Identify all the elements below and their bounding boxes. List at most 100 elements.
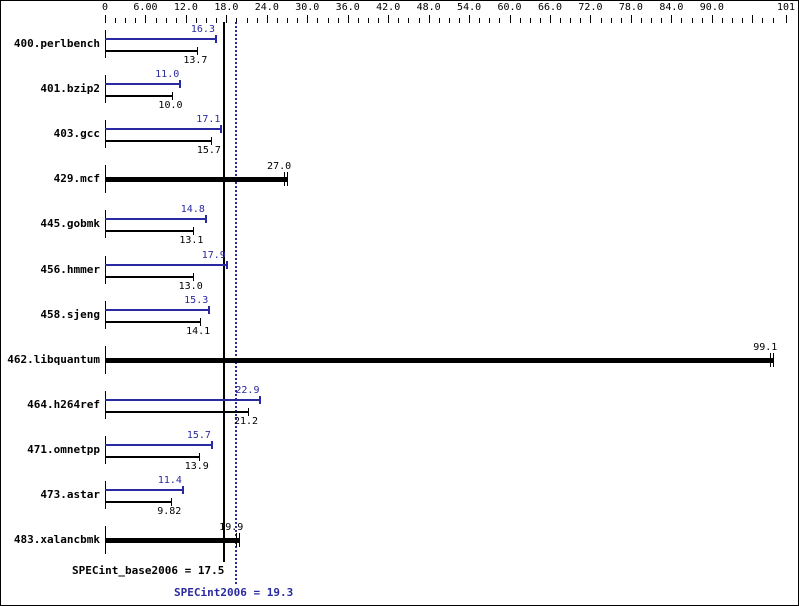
benchmark-label: 462.libquantum — [7, 353, 100, 366]
base-cap — [199, 453, 200, 461]
benchmark-label: 429.mcf — [53, 172, 100, 185]
x-tick — [601, 18, 602, 23]
x-tick-label: 84.0 — [659, 2, 684, 13]
peak-cap — [226, 261, 228, 269]
base-bar — [105, 230, 194, 232]
x-tick-label: 48.0 — [416, 2, 441, 13]
x-tick — [348, 15, 349, 23]
base-value-label: 14.1 — [186, 326, 211, 337]
peak-bar — [105, 399, 260, 401]
base-value-label: 21.2 — [233, 416, 259, 427]
x-tick-label: 0 — [101, 2, 109, 13]
x-tick — [692, 18, 693, 23]
benchmark-label: 456.hmmer — [40, 263, 100, 276]
peak-value-label: 14.8 — [180, 204, 205, 215]
base-value-label: 9.82 — [157, 506, 182, 517]
combined-bar — [105, 358, 774, 363]
row-axis — [105, 30, 106, 58]
x-tick — [226, 15, 227, 23]
combined-value-label: 19.9 — [219, 522, 244, 533]
benchmark-label: 471.omnetpp — [27, 443, 100, 456]
x-tick — [681, 18, 682, 23]
x-tick — [378, 18, 379, 23]
x-tick — [611, 18, 612, 23]
x-tick — [105, 15, 106, 23]
base-summary-label: SPECint_base2006 = 17.5 — [72, 564, 225, 577]
peak-bar — [105, 264, 226, 266]
x-tick — [621, 18, 622, 23]
bar-end-cap — [236, 533, 238, 547]
peak-value-label: 22.9 — [235, 385, 260, 396]
base-bar — [105, 501, 172, 503]
peak-cap — [179, 80, 181, 88]
x-tick — [145, 15, 146, 23]
x-tick — [762, 18, 763, 23]
x-tick — [267, 15, 268, 23]
row-axis — [105, 391, 106, 419]
base-cap — [211, 137, 212, 145]
base-value-label: 13.1 — [179, 235, 204, 246]
base-cap — [172, 92, 173, 100]
benchmark-label: 458.sjeng — [40, 308, 100, 321]
benchmark-label: 483.xalancbmk — [13, 533, 100, 546]
x-tick — [368, 18, 369, 23]
x-tick — [429, 15, 430, 23]
combined-value-label: 99.1 — [753, 342, 778, 353]
x-tick — [388, 15, 389, 23]
x-tick — [520, 18, 521, 23]
x-tick-label: 18.0 — [214, 2, 239, 13]
x-tick-label: 90.0 — [699, 2, 724, 13]
base-cap — [248, 408, 249, 416]
x-tick-label: 42.0 — [376, 2, 401, 13]
base-cap — [197, 47, 198, 55]
x-tick — [510, 15, 511, 23]
x-tick — [530, 18, 531, 23]
base-cap — [200, 318, 201, 326]
base-cap — [171, 498, 172, 506]
x-tick — [257, 18, 258, 23]
peak-value-label: 17.1 — [196, 114, 221, 125]
peak-bar — [105, 444, 211, 446]
x-tick — [408, 18, 409, 23]
x-tick — [590, 15, 591, 23]
base-cap — [193, 273, 194, 281]
x-tick — [419, 18, 420, 23]
x-tick — [540, 18, 541, 23]
x-tick — [115, 18, 116, 23]
x-tick — [459, 18, 460, 23]
x-tick — [135, 18, 136, 23]
base-bar — [105, 411, 248, 413]
peak-value-label: 17.9 — [201, 250, 226, 261]
bar-end-cap — [239, 533, 241, 547]
x-tick — [196, 18, 197, 23]
bar-end-cap — [770, 353, 772, 367]
peak-cap — [220, 125, 222, 133]
peak-bar — [105, 128, 221, 130]
base-bar — [105, 140, 211, 142]
row-axis — [105, 75, 106, 103]
peak-bar — [105, 83, 180, 85]
x-tick — [287, 18, 288, 23]
x-tick-label: 24.0 — [254, 2, 279, 13]
base-cap — [193, 227, 194, 235]
x-tick — [277, 18, 278, 23]
row-axis — [105, 301, 106, 329]
x-tick — [631, 15, 632, 23]
base-value-label: 10.0 — [158, 100, 183, 111]
x-tick — [247, 18, 248, 23]
peak-cap — [205, 215, 207, 223]
x-tick-label: 12.0 — [173, 2, 198, 13]
peak-cap — [182, 486, 184, 494]
x-tick — [125, 18, 126, 23]
x-tick — [236, 18, 237, 23]
x-tick — [156, 18, 157, 23]
bar-end-cap — [284, 172, 286, 186]
x-tick — [732, 18, 733, 23]
row-axis — [105, 481, 106, 509]
benchmark-label: 445.gobmk — [40, 217, 100, 230]
base-value-label: 13.9 — [184, 461, 209, 472]
benchmark-label: 473.astar — [40, 488, 100, 501]
x-tick — [702, 18, 703, 23]
x-tick — [570, 18, 571, 23]
